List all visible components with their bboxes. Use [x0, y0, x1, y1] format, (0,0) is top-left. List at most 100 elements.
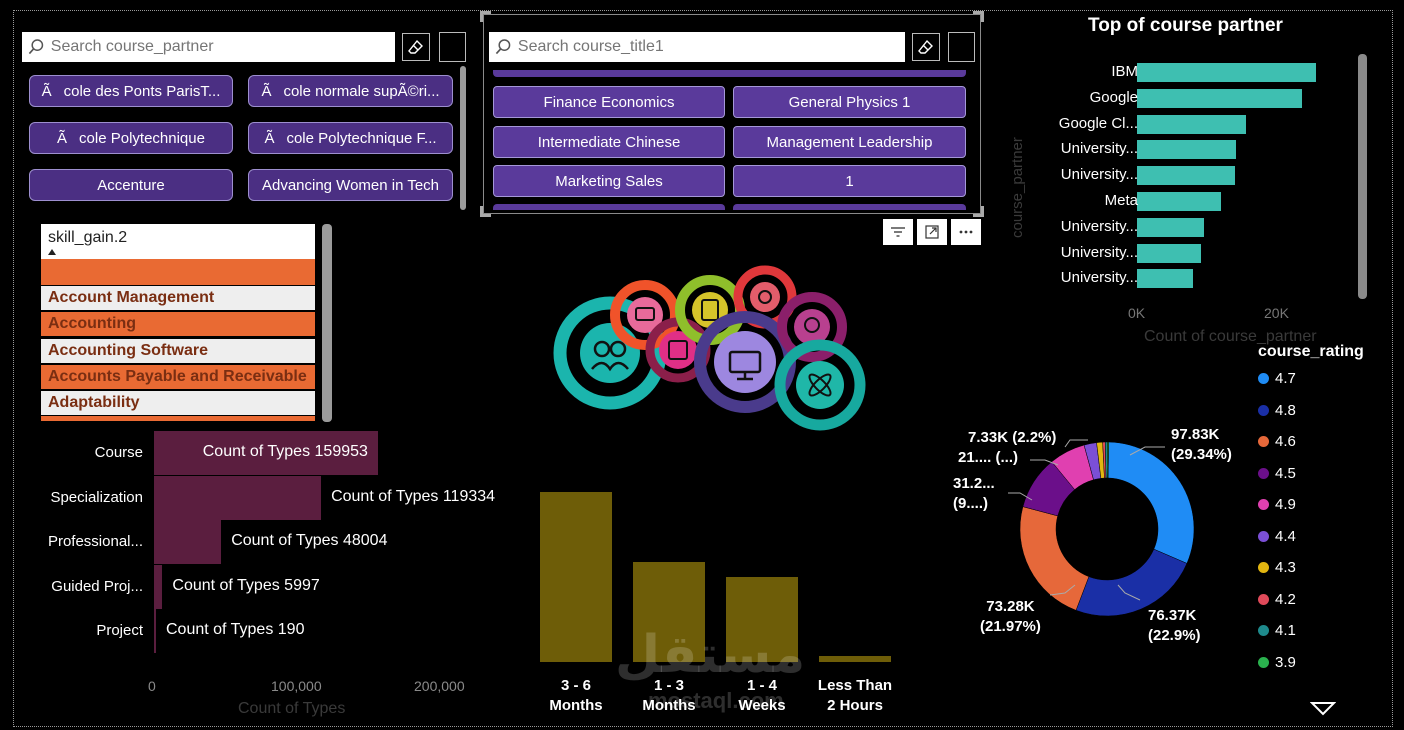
partner-bar-label: Google	[1089, 88, 1138, 106]
filter-button[interactable]	[883, 219, 913, 245]
sort-arrow-icon[interactable]	[48, 249, 56, 255]
skill-slicer-header[interactable]: skill_gain.2	[41, 224, 315, 259]
filter-icon	[891, 227, 905, 237]
partner-bar[interactable]	[1137, 140, 1237, 160]
skill-item[interactable]: Adaptability	[41, 391, 315, 415]
legend-item[interactable]: 4.6	[1258, 433, 1296, 450]
legend-item[interactable]: 4.2	[1258, 591, 1296, 608]
donut-data-label: 21.... (...)	[958, 449, 1019, 466]
lightbulb-icon	[777, 292, 847, 362]
title-option-5[interactable]: 1	[733, 165, 966, 197]
legend-label: 4.6	[1275, 433, 1296, 450]
partner-bar-label: University...	[1060, 140, 1138, 158]
partner-chart-xlabel: Count of course_partner	[1144, 328, 1317, 345]
skill-slicer-scrollbar[interactable]	[322, 224, 332, 422]
dropdown-arrow-icon[interactable]	[1310, 702, 1336, 716]
partner-axis-tick: 0K	[1128, 305, 1146, 321]
partner-option-5[interactable]: Advancing Women in Tech	[248, 169, 453, 201]
resize-handle[interactable]	[973, 206, 984, 217]
types-axis-tick: 0	[148, 678, 156, 694]
partner-bar[interactable]	[1137, 269, 1193, 289]
types-bar-category: Specialization	[50, 488, 143, 506]
skill-item[interactable]: Accounting Software	[41, 339, 315, 363]
legend-marker	[1258, 656, 1269, 668]
skill-item[interactable]: Account Management	[41, 286, 315, 310]
partner-chart-ylabel: course_partner	[1009, 137, 1026, 238]
title-option-4[interactable]: Marketing Sales	[493, 165, 725, 197]
legend-item[interactable]: 4.3	[1258, 559, 1296, 576]
partner-bar-label: IBM	[1111, 63, 1138, 80]
partner-option-2[interactable]: Ãcole Polytechnique	[29, 122, 233, 154]
partner-bar[interactable]	[1137, 63, 1316, 82]
title-search-input[interactable]	[511, 37, 905, 57]
partner-bar[interactable]	[1137, 217, 1204, 237]
title-select-all-box[interactable]	[948, 32, 975, 62]
partner-option-4[interactable]: Accenture	[29, 169, 233, 201]
donut-data-label: 7.33K (2.2%)	[968, 429, 1057, 446]
duration-bar[interactable]	[726, 577, 798, 662]
donut-slice[interactable]	[1107, 441, 1195, 564]
types-bar[interactable]	[154, 475, 322, 520]
skill-item[interactable]	[41, 259, 315, 285]
legend-label: 4.3	[1275, 559, 1296, 576]
types-bar[interactable]	[154, 520, 222, 564]
rating-donut-chart	[1019, 441, 1195, 617]
partner-option-1[interactable]: Ãcole normale supÃ©ri...	[248, 75, 453, 107]
partner-select-all-box[interactable]	[439, 32, 466, 62]
skill-item[interactable]: Accounting	[41, 312, 315, 336]
types-axis-tick: 100,000	[271, 678, 322, 694]
legend-item[interactable]: 4.4	[1258, 528, 1296, 545]
resize-handle[interactable]	[973, 11, 984, 22]
legend-item[interactable]: 4.9	[1258, 496, 1296, 513]
partner-bar[interactable]	[1137, 114, 1246, 134]
legend-marker	[1258, 499, 1269, 510]
resize-handle[interactable]	[480, 206, 491, 217]
title-option-3[interactable]: Management Leadership	[733, 126, 966, 158]
partner-slicer-scrollbar[interactable]	[460, 66, 466, 210]
partner-search-box[interactable]	[22, 32, 395, 62]
partner-bar[interactable]	[1137, 166, 1235, 186]
watermark-logo: مستقل	[615, 625, 806, 685]
partner-bar-label: Meta	[1104, 192, 1138, 209]
partner-option-0[interactable]: Ãcole des Ponts ParisT...	[29, 75, 233, 107]
types-bar[interactable]	[154, 564, 163, 609]
focus-mode-button[interactable]	[917, 219, 947, 245]
title-option-1[interactable]: General Physics 1	[733, 86, 966, 118]
duration-bar[interactable]	[819, 656, 891, 662]
duration-bar[interactable]	[633, 562, 705, 662]
partner-chart-scrollbar[interactable]	[1358, 54, 1367, 299]
partner-bar[interactable]	[1137, 243, 1202, 263]
title-option-partial	[493, 70, 966, 77]
types-bar[interactable]	[154, 609, 156, 653]
title-option-0[interactable]: Finance Economics	[493, 86, 725, 118]
legend-item[interactable]: 4.5	[1258, 465, 1296, 482]
legend-label: 4.1	[1275, 622, 1296, 639]
duration-bar-category: Less Than 2 Hours	[817, 677, 893, 714]
duration-bar[interactable]	[540, 492, 612, 662]
legend-item[interactable]: 4.1	[1258, 622, 1296, 639]
title-clear-button[interactable]	[912, 33, 940, 61]
title-option-2[interactable]: Intermediate Chinese	[493, 126, 725, 158]
more-options-button[interactable]	[951, 219, 981, 245]
legend-item[interactable]: 4.7	[1258, 370, 1296, 387]
legend-item[interactable]: 4.8	[1258, 402, 1296, 419]
types-bar[interactable]	[154, 431, 378, 475]
donut-slice[interactable]	[1106, 441, 1109, 479]
partner-bar[interactable]	[1137, 88, 1302, 108]
chat-icon	[610, 280, 680, 350]
legend-item[interactable]: 3.9	[1258, 654, 1296, 671]
partner-search-input[interactable]	[44, 37, 395, 57]
partner-bar[interactable]	[1137, 192, 1221, 211]
partner-option-3[interactable]: Ãcole Polytechnique F...	[248, 122, 453, 154]
legend-marker	[1258, 404, 1269, 416]
partner-clear-button[interactable]	[402, 33, 430, 61]
resize-handle[interactable]	[480, 11, 491, 22]
types-bar-label: Count of Types 48004	[231, 532, 388, 549]
report-canvas	[13, 10, 1393, 727]
title-search-box[interactable]	[489, 32, 905, 62]
skill-item[interactable]: Accounts Payable and Receivable	[41, 365, 315, 389]
duration-bar-category: 1 - 4 Weeks	[738, 677, 786, 714]
title-slicer-selection-frame	[483, 14, 981, 214]
donut-data-label: 97.83K (29.34%)	[1171, 426, 1232, 463]
eraser-icon	[918, 39, 933, 54]
